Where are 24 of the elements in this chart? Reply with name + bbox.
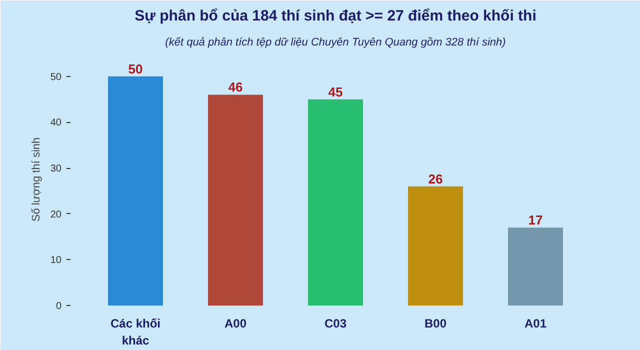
y-tick-label: 10 [50,255,62,266]
bar [508,228,563,306]
bar [108,76,163,306]
x-tick-label: A01 [524,316,547,330]
y-tick-label: 30 [50,164,62,175]
y-tick-label: 20 [50,209,62,220]
y-tick-label: 40 [50,118,62,129]
data-label: 46 [228,80,243,95]
bar [208,94,263,306]
y-tick-label: 50 [50,72,62,83]
x-tick-label: B00 [424,316,447,330]
data-label: 17 [528,212,543,228]
bar [408,186,463,306]
data-label: 26 [428,171,443,186]
bar [308,99,363,306]
x-tick-label: C03 [324,316,347,330]
chart-subtitle: (kết quả phân tích tệp dữ liệu Chuyên Tuyên Quang gồm 328 thí sinh) [165,36,506,48]
x-tick-label: Các khối khác [110,316,161,348]
chart-title: Sự phân bổ của 184 thí sinh đạt >= 27 điểm theo khối thi [134,8,536,24]
data-label: 45 [328,84,343,100]
y-tick-label: 0 [56,301,62,312]
x-tick-label: A00 [224,316,247,330]
y-axis-title: Số lượng thí sinh [30,137,42,222]
data-label: 50 [128,61,143,76]
